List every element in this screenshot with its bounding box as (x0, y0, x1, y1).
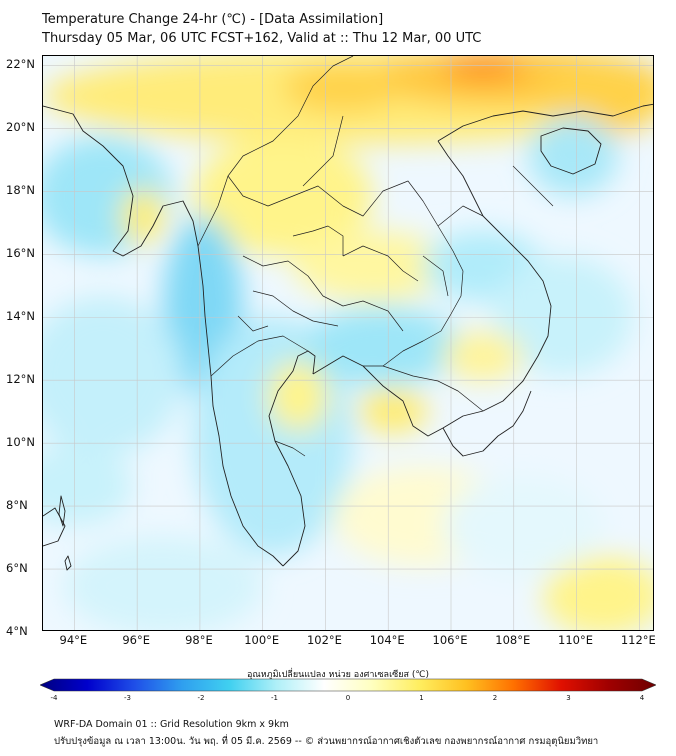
map-title: Temperature Change 24-hr (℃) - [Data Ass… (42, 12, 384, 27)
colorbar (40, 678, 656, 692)
colorbar-tick-label: -1 (271, 694, 278, 702)
temperature-change-map (43, 56, 653, 630)
colorbar-tick-label: -4 (50, 694, 58, 702)
lat-label: 14°N (6, 309, 35, 324)
lat-label: 12°N (6, 372, 35, 387)
lat-label: 10°N (6, 435, 35, 450)
lon-label: 112°E (620, 633, 656, 647)
lat-label: 8°N (6, 498, 28, 513)
lon-label: 100°E (244, 633, 280, 647)
country-borders (197, 56, 554, 457)
footer-credit: ปรับปรุงข้อมูล ณ เวลา 13:00น. วัน พฤ. ที… (54, 736, 599, 747)
lon-label: 110°E (558, 633, 594, 647)
colorbar-tick-label: 4 (639, 694, 645, 702)
lon-label: 94°E (59, 633, 88, 647)
lon-label: 108°E (495, 633, 531, 647)
graticule (43, 56, 653, 630)
colorbar-tick-label: 0 (345, 694, 351, 702)
map-subtitle: Thursday 05 Mar, 06 UTC FCST+162, Valid … (42, 31, 482, 46)
colorbar-tick-label: 1 (419, 694, 424, 702)
colorbar-tick-label: 2 (492, 694, 498, 702)
colorbar-tick-label: 3 (566, 694, 571, 702)
lat-label: 4°N (6, 624, 28, 638)
lat-label: 22°N (6, 57, 35, 72)
colorbar-tick-label: -3 (124, 694, 131, 702)
lon-label: 102°E (306, 633, 342, 647)
footer-model-info: WRF-DA Domain 01 :: Grid Resolution 9km … (54, 719, 289, 730)
colorbar-tick-label: -2 (197, 694, 205, 702)
lon-label: 96°E (122, 633, 150, 647)
colorbar-title: อุณหภูมิเปลี่ยนแปลง หน่วย องศาเซลเซียส (… (246, 670, 430, 680)
lat-label: 20°N (6, 120, 35, 135)
lon-label: 104°E (369, 633, 405, 647)
lon-label: 98°E (185, 633, 213, 647)
lat-label: 18°N (6, 183, 35, 198)
lat-label: 6°N (6, 561, 28, 576)
lon-label: 106°E (432, 633, 468, 647)
lat-label: 16°N (6, 246, 35, 261)
map-panel[interactable] (42, 55, 654, 631)
